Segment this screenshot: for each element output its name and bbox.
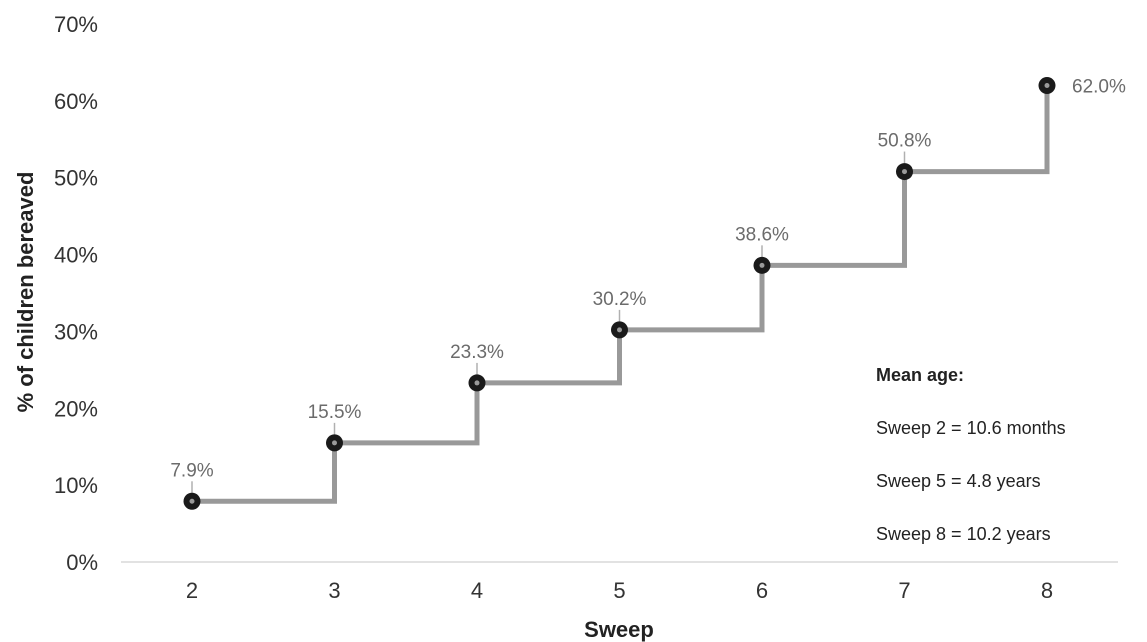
y-tick-label: 60% [54,89,98,114]
data-label: 7.9% [170,460,213,481]
data-label: 62.0% [1072,76,1126,97]
data-label-leaders [191,151,906,497]
x-tick-label: 6 [756,578,768,603]
data-point-center [759,262,765,268]
mean-age-note: Mean age: Sweep 2 = 10.6 months Sweep 5 … [876,365,1066,544]
data-point-center [332,440,337,446]
data-point-center [617,327,622,333]
x-tick-label: 5 [613,578,625,603]
data-label: 23.3% [450,342,504,363]
mean-age-line-1: Sweep 2 = 10.6 months [876,418,1066,438]
data-point-center [1044,82,1050,88]
mean-age-line-2: Sweep 5 = 4.8 years [876,471,1041,491]
x-tick-label: 4 [471,578,483,603]
data-point-center [902,169,907,175]
x-tick-labels: 2 3 4 5 6 7 8 [186,578,1053,603]
mean-age-line-3: Sweep 8 = 10.2 years [876,524,1051,544]
y-tick-label: 0% [66,550,98,575]
x-tick-label: 8 [1041,578,1053,603]
data-label: 38.6% [735,224,789,245]
y-tick-label: 50% [54,166,98,191]
y-tick-label: 10% [54,473,98,498]
y-tick-labels: 0% 10% 20% 30% 40% 50% 60% 70% [54,12,98,575]
data-point-center [189,498,195,504]
y-tick-label: 40% [54,243,98,268]
x-tick-label: 7 [898,578,910,603]
series-step-line [192,85,1050,504]
mean-age-heading: Mean age: [876,365,964,385]
data-point-center [474,380,480,386]
y-axis-title: % of children bereaved [13,172,38,413]
data-label: 30.2% [593,289,647,310]
x-axis-title: Sweep [584,617,654,642]
y-tick-label: 70% [54,12,98,37]
data-label: 50.8% [878,131,932,152]
x-tick-label: 3 [328,578,340,603]
data-markers [183,76,1056,510]
x-tick-label: 2 [186,578,198,603]
y-tick-label: 30% [54,319,98,344]
y-tick-label: 20% [54,396,98,421]
data-labels: 7.9% 15.5% 23.3% 30.2% 38.6% 50.8% 62.0% [170,76,1126,481]
data-label: 15.5% [308,402,362,423]
